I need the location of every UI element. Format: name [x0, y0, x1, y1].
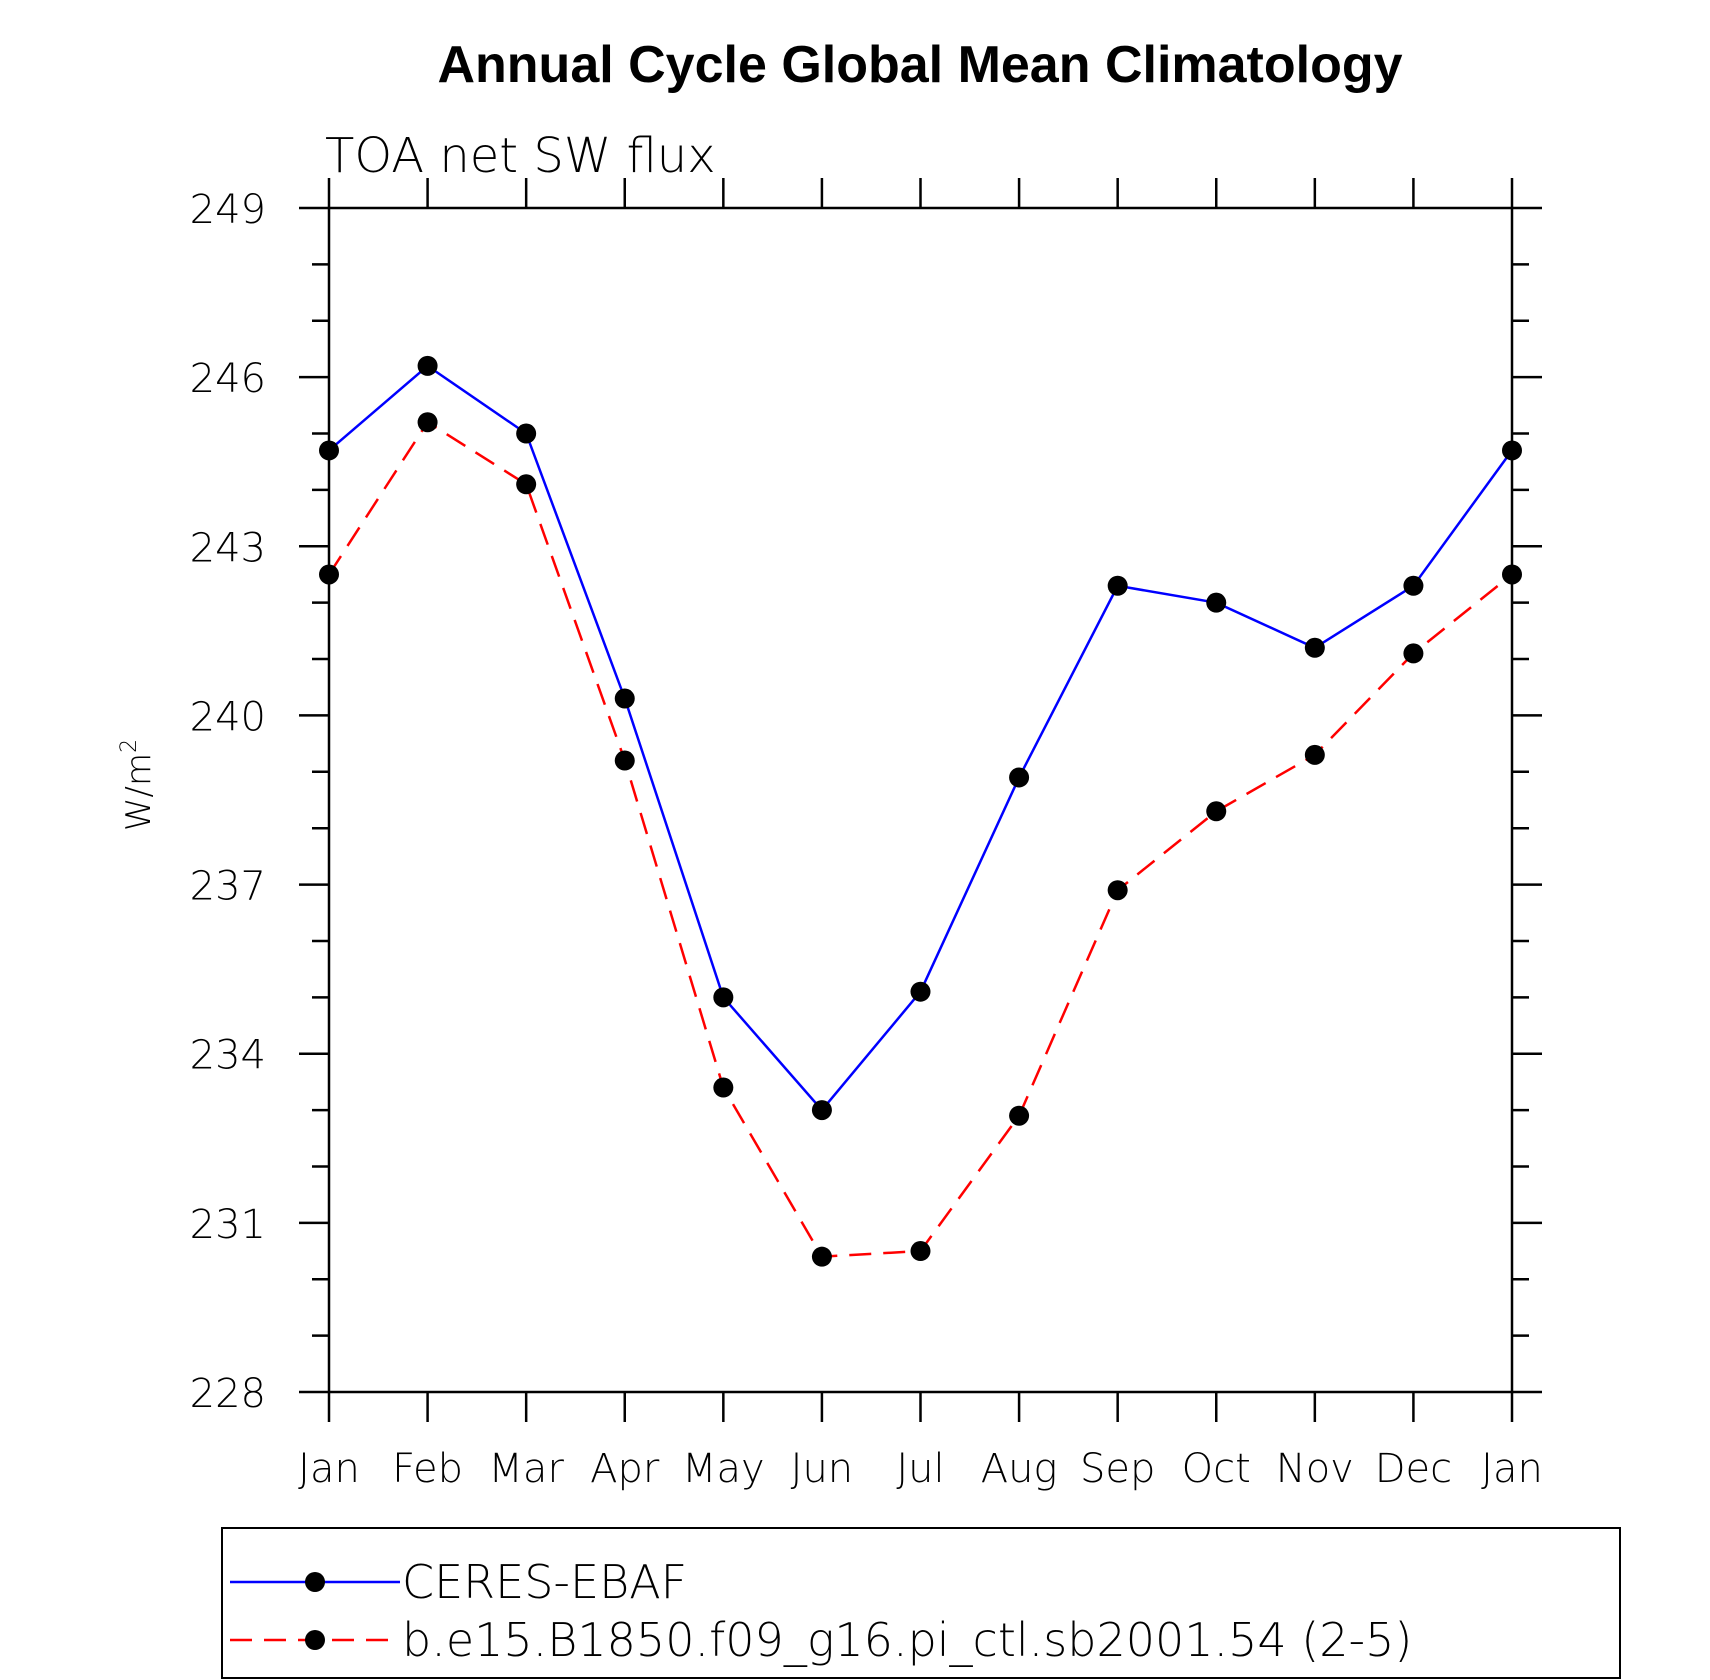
series-0-point	[516, 423, 537, 444]
series-1-point	[1304, 744, 1325, 765]
legend-label-0: CERES-EBAF	[402, 1555, 687, 1609]
series-0-point	[1107, 575, 1128, 596]
series-1-point	[1403, 643, 1424, 664]
x-tick-labels: Jan Feb Mar Apr May Jun Jul Aug Sep Oct Nov Dec Jan	[298, 1446, 1543, 1492]
series-0-point	[1009, 767, 1030, 788]
svg-text:W/m2: W/m2	[117, 739, 159, 831]
x-tick-label: Apr	[590, 1446, 660, 1492]
y-tick-label: 246	[190, 356, 266, 402]
series-1-point	[1107, 880, 1128, 901]
series-0-point	[1403, 575, 1424, 596]
series-0-point	[910, 981, 931, 1002]
series-1-point	[1009, 1105, 1030, 1126]
series-1-point	[910, 1241, 931, 1262]
legend-label-1: b.e15.B1850.f09_g16.pi_ctl.sb2001.54 (2-…	[402, 1613, 1412, 1667]
y-tick-label: 249	[190, 187, 266, 233]
x-tick-label: May	[682, 1446, 765, 1492]
series-1-point	[811, 1246, 832, 1267]
x-tick-label: Dec	[1375, 1446, 1452, 1492]
series-1-point	[614, 750, 635, 771]
x-tick-label: Nov	[1276, 1446, 1354, 1492]
series-0-point	[1206, 592, 1227, 613]
series-0-point	[614, 688, 635, 709]
y-axis-label: W/m2	[117, 739, 159, 831]
series-lines	[327, 364, 1514, 1258]
y-tick-labels: 228 231 234 237 240 243 246 249	[190, 187, 266, 1417]
y-axis-label-superscript: 2	[117, 739, 142, 753]
series-1-point	[319, 564, 339, 585]
data-markers	[319, 355, 1522, 1267]
legend: CERES-EBAFb.e15.B1850.f09_g16.pi_ctl.sb2…	[221, 1527, 1621, 1679]
series-0-point	[417, 355, 438, 376]
x-tick-label: Feb	[392, 1446, 463, 1492]
y-tick-label: 240	[190, 694, 266, 740]
chart-subtitle: TOA net SW flux	[325, 128, 716, 184]
x-tick-label: Mar	[488, 1446, 564, 1492]
chart-title: Annual Cycle Global Mean Climatology	[437, 36, 1402, 94]
x-tick-label: Jan	[1481, 1446, 1543, 1492]
series-0-point	[319, 440, 339, 461]
series-1-point	[1206, 801, 1227, 822]
series-0-point	[1304, 637, 1325, 658]
legend-marker-1	[305, 1630, 325, 1650]
series-line-1	[327, 420, 1513, 1258]
y-tick-label: 237	[190, 864, 266, 910]
series-0-point	[713, 987, 734, 1008]
x-tick-label: Sep	[1080, 1446, 1155, 1492]
x-tick-label: Jul	[896, 1446, 944, 1492]
series-1-point	[417, 412, 438, 433]
legend-box	[221, 1527, 1621, 1679]
y-tick-label: 243	[190, 525, 266, 571]
series-1-point	[516, 474, 537, 495]
series-1-point	[713, 1077, 734, 1098]
x-tick-label: Aug	[981, 1446, 1058, 1492]
axis-ticks	[299, 178, 1542, 1422]
series-1-point	[1502, 564, 1522, 585]
y-tick-label: 234	[190, 1033, 266, 1079]
y-tick-label: 228	[190, 1371, 266, 1417]
series-0-point	[1502, 440, 1522, 461]
y-axis-label-text: W/m	[119, 753, 159, 831]
y-tick-label: 231	[190, 1202, 266, 1248]
plot-frame	[327, 206, 1514, 1394]
legend-marker-0	[305, 1572, 325, 1592]
x-tick-label: Jan	[298, 1446, 360, 1492]
series-0-point	[811, 1100, 832, 1121]
x-tick-label: Jun	[791, 1446, 854, 1492]
x-tick-label: Oct	[1182, 1446, 1251, 1492]
